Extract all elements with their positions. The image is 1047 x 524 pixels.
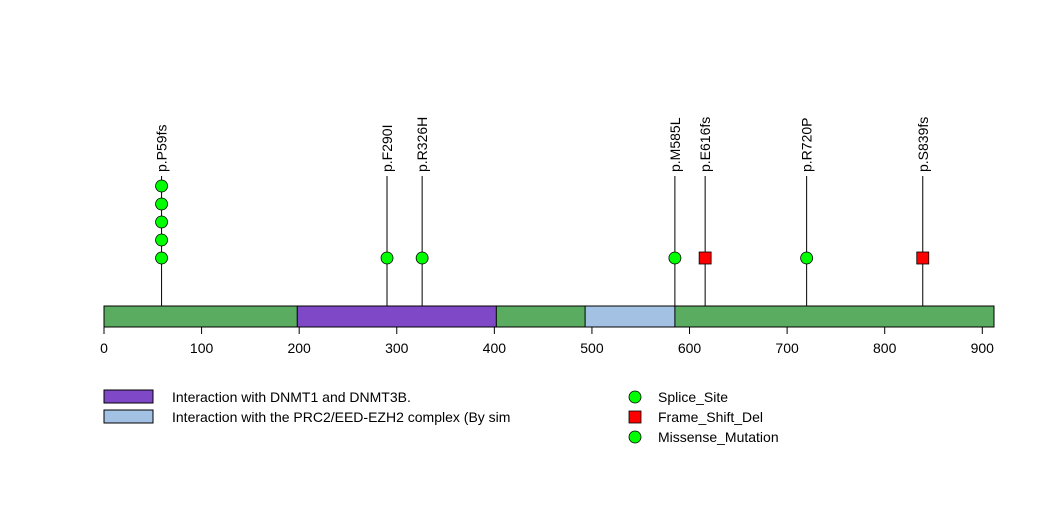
legend-domain-label-1: Interaction with DNMT1 and DNMT3B. xyxy=(172,389,411,405)
mutation-marker-7-1 xyxy=(916,251,930,265)
mutation-label-5: p.E616fs xyxy=(697,117,713,172)
legend-domain-swatch-2 xyxy=(103,409,154,424)
mutation-marker-1-1 xyxy=(155,251,168,265)
mutation-marker-2-1 xyxy=(380,251,394,265)
protein-track xyxy=(103,305,995,328)
domain-rect-2 xyxy=(584,305,676,328)
mutation-marker-1-5 xyxy=(155,179,168,193)
mutation-label-4: p.M585L xyxy=(667,117,683,172)
legend-domain-label-2: Interaction with the PRC2/EED-EZH2 compl… xyxy=(172,409,510,425)
domain-rect-1 xyxy=(296,305,497,328)
x-axis: 0 100 200 300 400 500 600 700 800 900 xyxy=(100,326,995,356)
mutation-label-2: p.F290I xyxy=(379,125,395,172)
mutation-label-7: p.S839fs xyxy=(915,117,931,172)
x-tick-label-700: 700 xyxy=(775,340,799,356)
x-tick-label-0: 0 xyxy=(100,340,108,356)
mutation-marker-1-3 xyxy=(155,215,168,229)
legend-mutation-marker-2 xyxy=(628,410,642,424)
legend-mutation-label-3: Missense_Mutation xyxy=(658,429,779,445)
legend-mutation-label-2: Frame_Shift_Del xyxy=(658,409,763,425)
x-tick-label-400: 400 xyxy=(483,340,507,356)
x-tick-label-900: 900 xyxy=(971,340,995,356)
protein-backbone xyxy=(103,305,995,328)
mutation-marker-1-2 xyxy=(155,233,168,247)
mutation-marker-1-4 xyxy=(155,197,168,211)
mutation-label-3: p.R326H xyxy=(414,117,430,172)
legend: Interaction with DNMT1 and DNMT3B. Intera… xyxy=(103,389,779,445)
legend-mutation-label-1: Splice_Site xyxy=(658,389,728,405)
mutation-label-1: p.P59fs xyxy=(154,125,170,172)
x-tick-label-100: 100 xyxy=(190,340,214,356)
mutation-label-6: p.R720P xyxy=(799,118,815,172)
legend-mutation-marker-1 xyxy=(628,390,642,404)
x-tick-label-600: 600 xyxy=(678,340,702,356)
x-tick-label-300: 300 xyxy=(385,340,409,356)
mutation-marker-6-1 xyxy=(800,251,814,265)
legend-domain-swatch-1 xyxy=(103,389,154,404)
mutation-marker-5-1 xyxy=(698,251,712,265)
x-tick-label-800: 800 xyxy=(873,340,897,356)
legend-mutation-marker-3 xyxy=(628,430,642,444)
mutation-marker-3-1 xyxy=(415,251,429,265)
x-tick-label-500: 500 xyxy=(580,340,604,356)
mutation-marker-4-1 xyxy=(668,251,682,265)
x-tick-label-200: 200 xyxy=(287,340,311,356)
mutation-lollipops: p.P59fs p.F290I p.R326H p.M585L p.E616fs p.R7… xyxy=(154,117,931,306)
